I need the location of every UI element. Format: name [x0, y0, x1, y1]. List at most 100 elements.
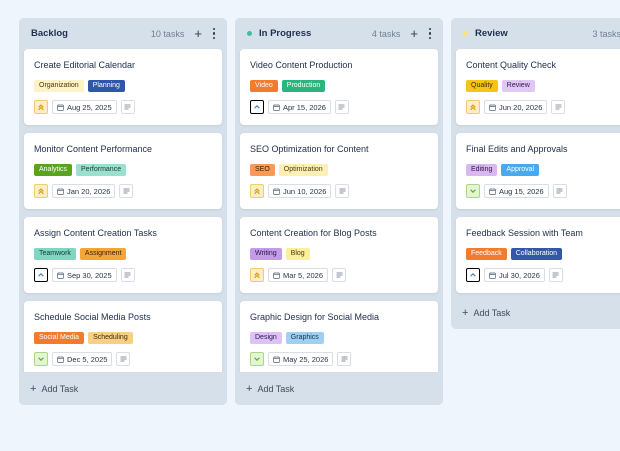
task-card[interactable]: Final Edits and Approvals Editing Approval… — [456, 133, 620, 209]
tag-badge: Assignment — [79, 248, 127, 260]
chevron-down-icon[interactable] — [34, 352, 48, 366]
add-task-button[interactable]: + Add Task — [235, 372, 443, 405]
double-chevron-up-icon[interactable] — [34, 184, 48, 198]
due-date[interactable]: Sep 30, 2025 — [52, 268, 117, 282]
tag-badge: Blog — [285, 248, 310, 260]
task-card[interactable]: Create Editorial Calendar Organization Pla… — [24, 49, 222, 125]
card-title: Content Quality Check — [466, 60, 557, 70]
description-icon[interactable] — [332, 268, 347, 282]
due-date[interactable]: Jun 20, 2026 — [484, 100, 548, 114]
card-meta: Jul 30, 2026 — [466, 268, 620, 282]
double-chevron-up-icon[interactable] — [250, 268, 264, 282]
description-icon[interactable] — [552, 184, 567, 198]
tag-badge: Organization — [34, 80, 84, 92]
tag-list: Design Graphics — [250, 332, 428, 344]
tag-badge: Approval — [501, 164, 540, 176]
description-icon[interactable] — [335, 184, 350, 198]
calendar-icon — [489, 103, 496, 111]
description-icon[interactable] — [120, 268, 135, 282]
due-date[interactable]: Jul 30, 2026 — [484, 268, 545, 282]
add-icon[interactable]: + — [194, 26, 202, 41]
due-date[interactable]: Jun 10, 2026 — [268, 184, 332, 198]
task-card[interactable]: Video Content Production Video Production A… — [240, 49, 438, 125]
due-date[interactable]: Aug 25, 2025 — [52, 100, 117, 114]
plus-icon: + — [30, 382, 37, 395]
description-icon[interactable] — [548, 268, 563, 282]
card-meta: Mar 5, 2026 — [250, 268, 428, 282]
add-task-label: Add Task — [473, 307, 511, 318]
task-card[interactable]: Monitor Content Performance Analytics Perf… — [24, 133, 222, 209]
column-header: Backlog 10 tasks + — [19, 18, 227, 49]
column-title: In Progress — [259, 28, 312, 39]
double-chevron-up-icon[interactable] — [250, 184, 264, 198]
status-dot — [247, 31, 252, 36]
description-icon[interactable] — [334, 100, 349, 114]
due-date-text: May 25, 2026 — [283, 354, 329, 364]
due-date[interactable]: Dec 5, 2025 — [52, 352, 113, 366]
task-card[interactable]: SEO Optimization for Content SEO Optimizat… — [240, 133, 438, 209]
description-icon[interactable] — [337, 352, 352, 366]
tag-list: SEO Optimization — [250, 164, 428, 176]
description-icon[interactable] — [119, 184, 134, 198]
calendar-icon — [57, 271, 64, 279]
tag-list: Editing Approval — [466, 164, 620, 176]
calendar-icon — [273, 355, 280, 363]
card-title: Graphic Design for Social Media — [250, 312, 380, 322]
more-options-icon[interactable] — [211, 27, 217, 40]
description-icon[interactable] — [120, 100, 135, 114]
tag-list: Social Media Scheduling — [34, 332, 212, 344]
tag-badge: SEO — [250, 164, 275, 176]
tag-badge: Planning — [87, 80, 125, 92]
plus-icon: + — [246, 382, 253, 395]
chevron-up-icon[interactable] — [250, 100, 264, 114]
due-date[interactable]: Jan 20, 2026 — [52, 184, 116, 198]
add-task-label: Add Task — [257, 383, 295, 394]
double-chevron-up-icon[interactable] — [34, 100, 48, 114]
due-date[interactable]: May 25, 2026 — [268, 352, 334, 366]
plus-icon: + — [462, 306, 469, 319]
add-task-button[interactable]: + Add Task — [19, 372, 227, 405]
tag-list: Video Production — [250, 80, 428, 92]
card-title: Video Content Production — [250, 60, 353, 70]
card-meta: Jan 20, 2026 — [34, 184, 212, 198]
task-card[interactable]: Feedback Session with Team Feedback Collab… — [456, 217, 620, 293]
task-card[interactable]: Graphic Design for Social Media Design Gra… — [240, 301, 438, 377]
tag-list: Writing Blog — [250, 248, 428, 260]
due-date-text: Apr 15, 2026 — [283, 102, 326, 112]
calendar-icon — [57, 355, 64, 363]
task-card[interactable]: Schedule Social Media Posts Social Media S… — [24, 301, 222, 377]
task-count: 3 tasks — [592, 28, 620, 39]
tag-badge: Analytics — [34, 164, 73, 176]
task-card[interactable]: Content Creation for Blog Posts Writing Bl… — [240, 217, 438, 293]
task-card[interactable]: Content Quality Check Quality Review Jun 20… — [456, 49, 620, 125]
due-date-text: Jan 20, 2026 — [67, 186, 111, 196]
add-task-button[interactable]: + Add Task — [451, 296, 620, 329]
column-in-progress: In Progress 4 tasks + Video Content Prod… — [235, 18, 443, 405]
tag-badge: Teamwork — [34, 248, 76, 260]
more-options-icon[interactable] — [427, 27, 433, 40]
double-chevron-up-icon[interactable] — [466, 100, 480, 114]
tag-badge: Optimization — [278, 164, 328, 176]
card-meta: Sep 30, 2025 — [34, 268, 212, 282]
card-meta: Dec 5, 2025 — [34, 352, 212, 366]
tag-badge: Performance — [76, 164, 127, 176]
calendar-icon — [57, 187, 64, 195]
tag-badge: Review — [501, 80, 535, 92]
chevron-down-icon[interactable] — [466, 184, 480, 198]
task-card[interactable]: Assign Content Creation Tasks Teamwork Ass… — [24, 217, 222, 293]
tag-badge: Feedback — [466, 248, 507, 260]
due-date[interactable]: Aug 15, 2026 — [484, 184, 549, 198]
add-task-label: Add Task — [41, 383, 79, 394]
tag-badge: Design — [250, 332, 282, 344]
description-icon[interactable] — [551, 100, 566, 114]
chevron-up-icon[interactable] — [34, 268, 48, 282]
chevron-down-icon[interactable] — [250, 352, 264, 366]
due-date[interactable]: Apr 15, 2026 — [268, 100, 331, 114]
due-date-text: Jun 10, 2026 — [283, 186, 327, 196]
description-icon[interactable] — [116, 352, 131, 366]
due-date[interactable]: Mar 5, 2026 — [268, 268, 329, 282]
chevron-up-icon[interactable] — [466, 268, 480, 282]
card-title: Assign Content Creation Tasks — [34, 228, 157, 238]
add-icon[interactable]: + — [410, 26, 418, 41]
card-title: Schedule Social Media Posts — [34, 312, 151, 322]
